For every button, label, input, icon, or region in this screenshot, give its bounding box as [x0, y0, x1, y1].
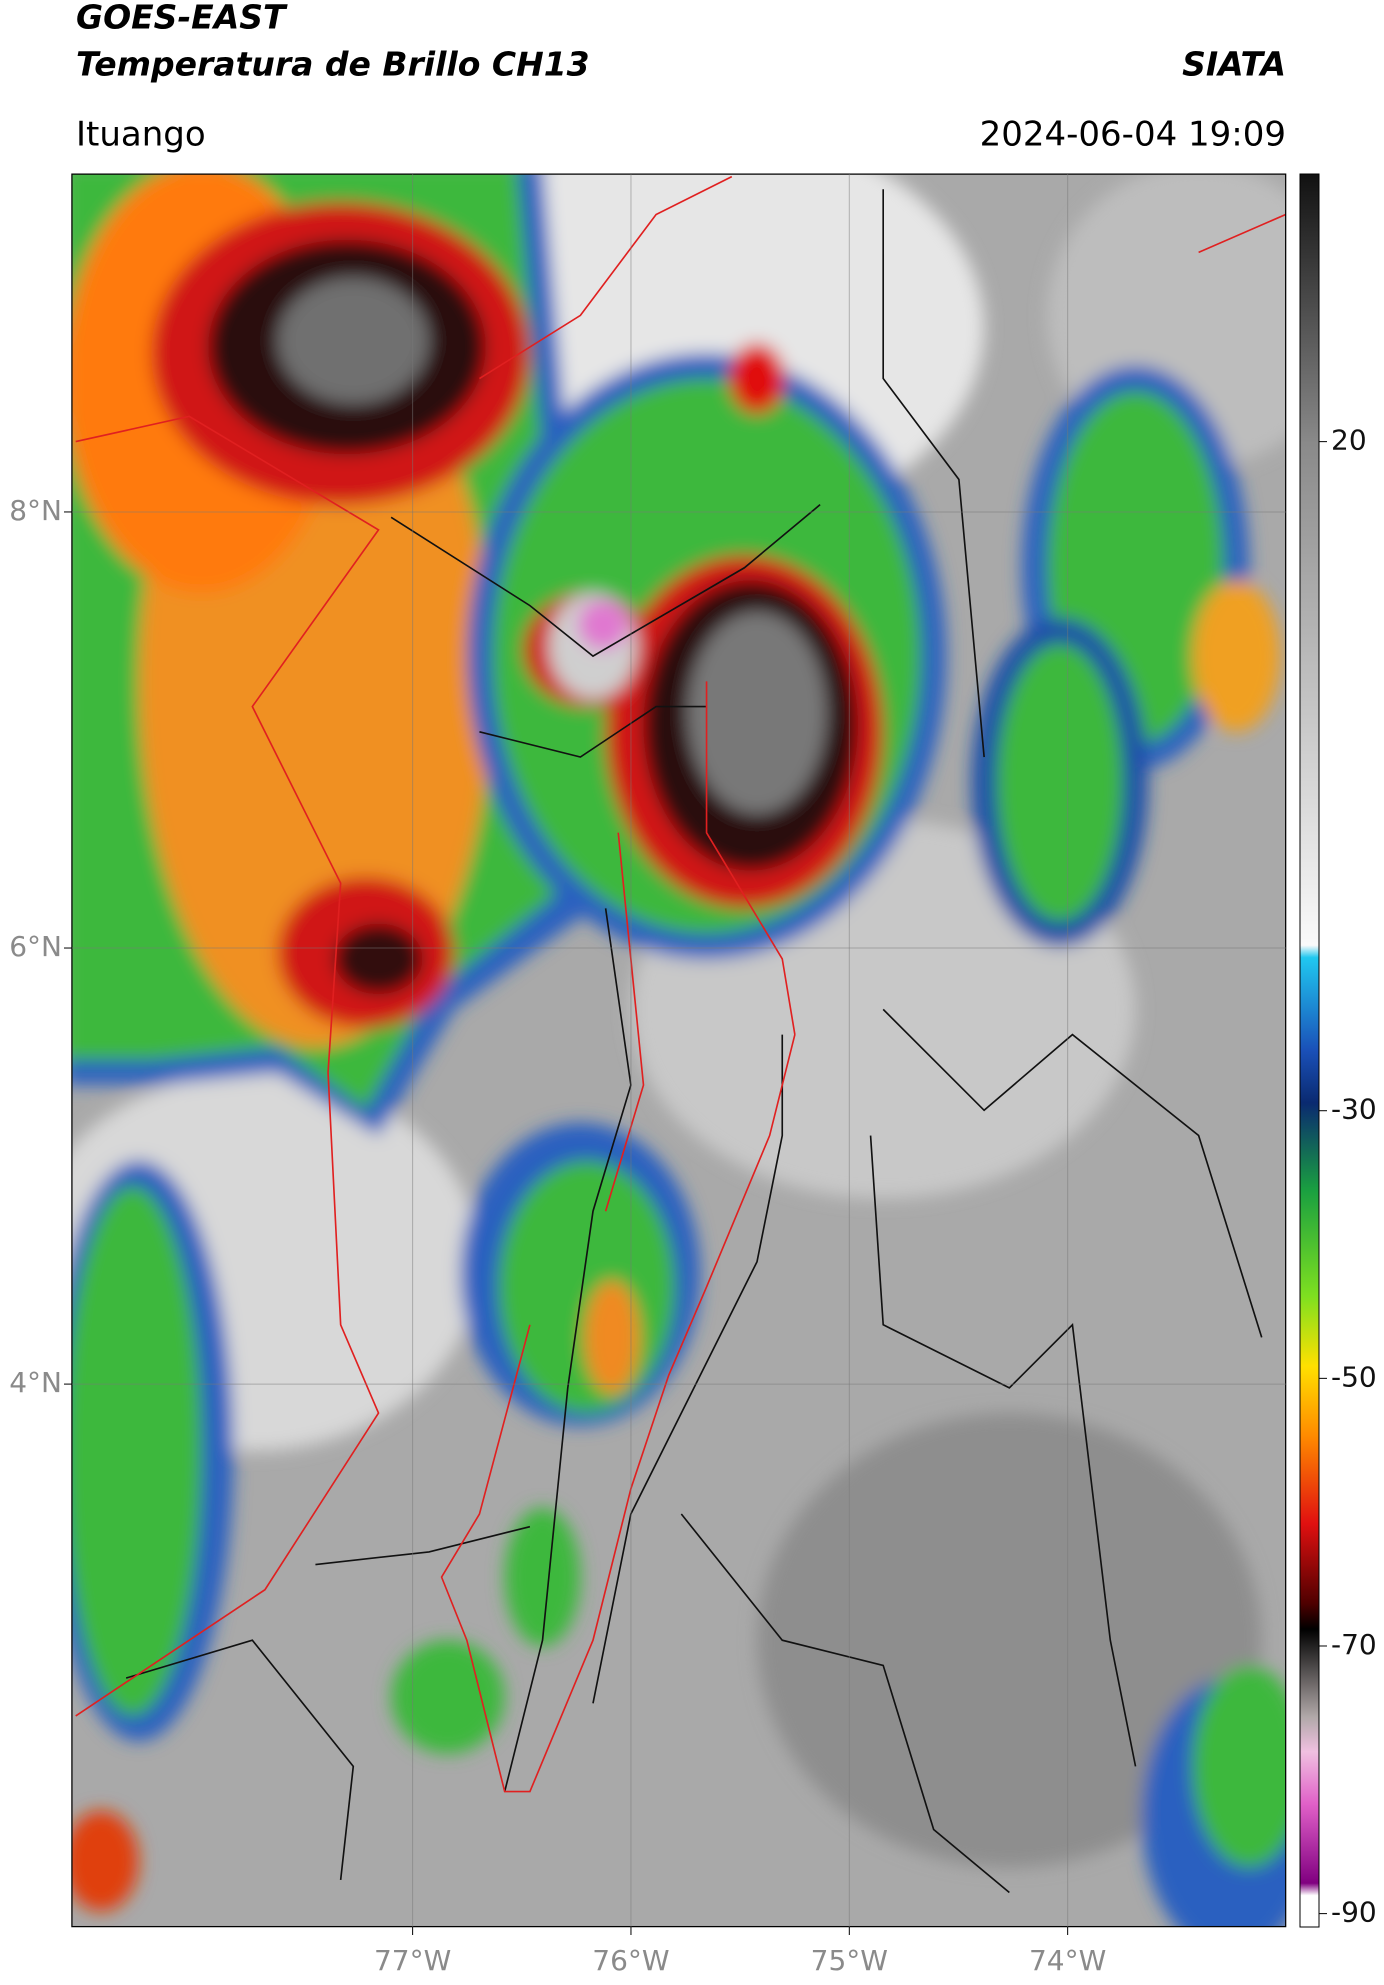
- y-tick-label: 4°N: [9, 1366, 62, 1399]
- colorbar-tick-label: -70: [1331, 1628, 1377, 1661]
- graticule: [72, 174, 1286, 1927]
- colorbar-tick-label: 20: [1331, 424, 1367, 457]
- agency: SIATA: [1182, 45, 1286, 84]
- colorbar-tick-label: -90: [1331, 1896, 1377, 1929]
- y-tick-label: 6°N: [9, 930, 62, 963]
- location: Ituango: [76, 115, 206, 155]
- x-tick-label: 76°W: [592, 1944, 669, 1977]
- x-tick-label: 75°W: [811, 1944, 888, 1977]
- title: GOES-EAST: [76, 0, 288, 37]
- y-tick-label: 8°N: [9, 494, 62, 527]
- subtitle: Temperatura de Brillo CH13: [76, 45, 590, 84]
- colorbar-tick-label: -50: [1331, 1360, 1377, 1393]
- colorbar-tick-label: -30: [1331, 1093, 1377, 1126]
- x-tick-label: 77°W: [374, 1944, 451, 1977]
- x-tick-label: 74°W: [1029, 1944, 1106, 1977]
- datetime: 2024-06-04 19:09: [980, 115, 1286, 155]
- satellite-image: [71, 173, 1287, 1928]
- colorbar: [1299, 173, 1320, 1928]
